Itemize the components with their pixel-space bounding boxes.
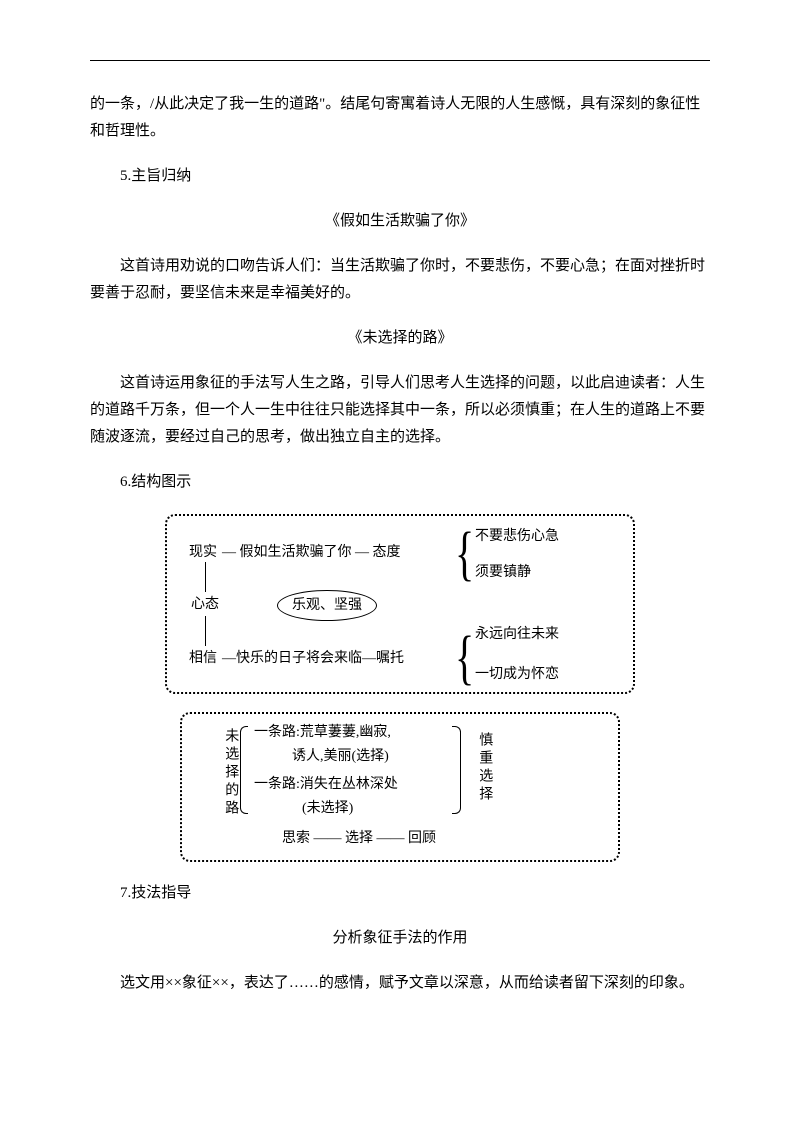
poem1-paragraph: 这首诗用劝说的口吻告诉人们：当生活欺骗了你时，不要悲伤，不要心急；在面对挫折时要… [90,253,710,307]
poem2-paragraph: 这首诗运用象征的手法写人生之路，引导人们思考人生选择的问题，以此启迪读者：人生的… [90,370,710,451]
d1-brace2: { [455,628,474,688]
d2-bottom: 思索 —— 选择 —— 回顾 [282,826,436,851]
d2-brace-right [452,726,462,814]
d2-r1a: 一条路:荒草萋萋,幽寂, [254,720,391,745]
d1-line1: — 假如生活欺骗了你 — 态度 [222,540,401,565]
section-6-head: 6.结构图示 [90,469,710,496]
d1-t3: 永远向往未来 [475,622,559,647]
d1-xintai: 心态 [191,592,219,617]
d1-t4: 一切成为怀恋 [475,662,559,687]
d1-xiangxin: 相信 [189,646,217,671]
section-7-paragraph: 选文用××象征××，表达了……的感情，赋予文章以深意，从而给读者留下深刻的印象。 [90,970,710,997]
d2-brace-left [240,726,248,814]
top-rule [90,60,710,61]
section-7-title: 分析象征手法的作用 [90,925,710,952]
d1-oval: 乐观、坚强 [277,590,377,621]
d1-t2: 须要镇静 [475,560,531,585]
poem1-title: 《假如生活欺骗了你》 [90,208,710,235]
d2-r2a: 一条路:消失在丛林深处 [254,772,398,797]
d1-xianshi: 现实 [189,540,217,565]
diagram-2: 未选择的路 一条路:荒草萋萋,幽寂, 诱人,美丽(选择) 一条路:消失在丛林深处… [180,712,620,862]
section-7-head: 7.技法指导 [90,880,710,907]
d1-t1: 不要悲伤心急 [475,524,559,549]
d2-right: 慎重选择 [472,732,497,804]
d2-r2b: (未选择) [302,796,353,821]
d1-line2: —快乐的日子将会来临—嘱托 [222,646,404,671]
d2-r1b: 诱人,美丽(选择) [292,744,389,769]
section-5-head: 5.主旨归纳 [90,163,710,190]
d1-vline-top [205,562,206,592]
poem2-title: 《未选择的路》 [90,325,710,352]
d1-brace1: { [455,524,474,584]
d1-vline-bot [205,616,206,646]
intro-paragraph: 的一条，/从此决定了我一生的道路"。结尾句寄寓着诗人无限的人生感慨，具有深刻的象… [90,91,710,145]
diagram-1: 现实 — 假如生活欺骗了你 — 态度 心态 乐观、坚强 相信 —快乐的日子将会来… [165,514,635,694]
